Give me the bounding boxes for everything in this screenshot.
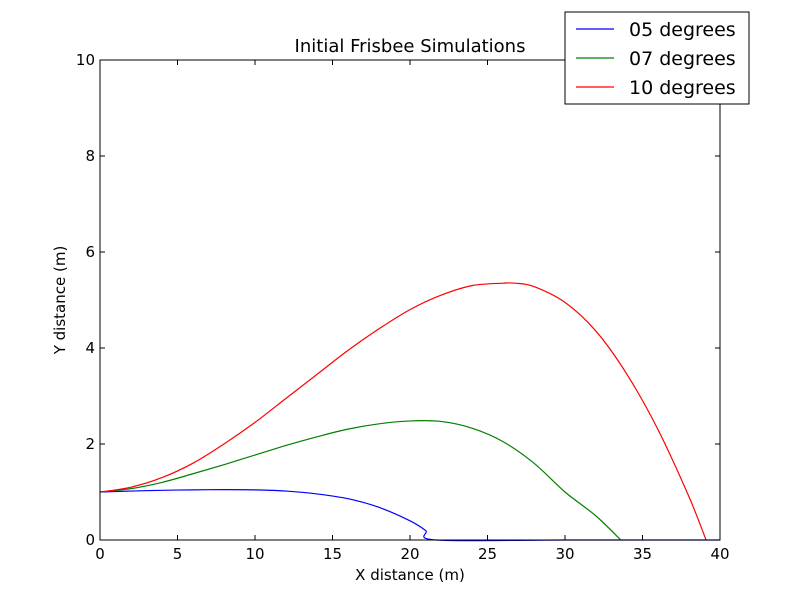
x-tick-label: 30 — [555, 545, 574, 563]
x-tick-label: 0 — [95, 545, 105, 563]
legend-label-1: 07 degrees — [629, 48, 736, 70]
series-line-1 — [99, 420, 622, 541]
x-tick-label: 35 — [633, 545, 652, 563]
y-tick-label: 6 — [85, 243, 95, 261]
y-tick-label: 0 — [85, 531, 95, 549]
series-line-0 — [99, 489, 720, 542]
legend: 05 degrees 07 degrees 10 degrees — [564, 11, 750, 105]
x-axis-label: X distance (m) — [355, 566, 465, 584]
legend-label-2: 10 degrees — [629, 77, 736, 99]
legend-label-0: 05 degrees — [629, 19, 736, 41]
x-tick-label: 15 — [323, 545, 342, 563]
x-tick-label: 5 — [173, 545, 183, 563]
y-tick-label: 4 — [85, 339, 95, 357]
y-tick-label: 10 — [76, 51, 95, 69]
y-axis-label: Y distance (m) — [51, 246, 69, 356]
y-tick-label: 8 — [85, 147, 95, 165]
x-tick-label: 20 — [400, 545, 419, 563]
y-tick-label: 2 — [85, 435, 95, 453]
x-tick-label: 40 — [710, 545, 729, 563]
series-line-2 — [99, 282, 707, 541]
ticks-layer: 0 5 10 15 20 25 30 35 40 0 2 4 6 8 10 — [76, 51, 730, 563]
series-layer — [99, 282, 720, 542]
x-tick-label: 10 — [245, 545, 264, 563]
chart-title: Initial Frisbee Simulations — [295, 36, 526, 57]
x-tick-label: 25 — [478, 545, 497, 563]
